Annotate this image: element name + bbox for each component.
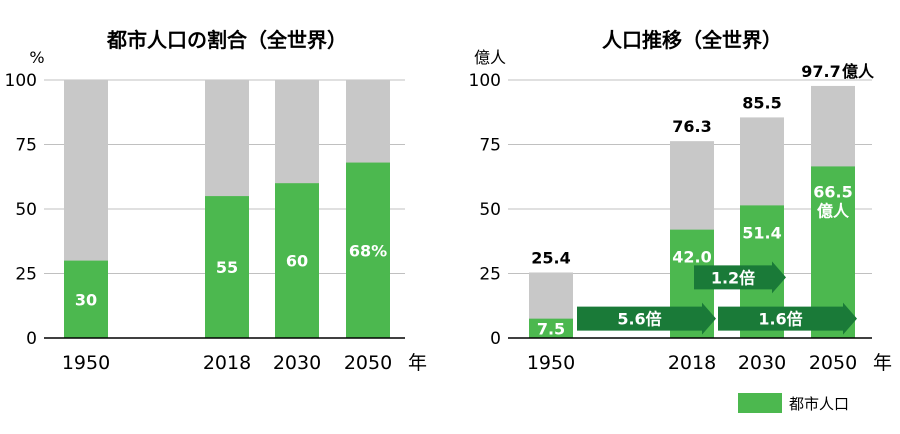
growth-arrow-label: 1.2倍 (711, 268, 755, 287)
y-tick-label: 75 (479, 136, 501, 156)
y-tick-label: 50 (15, 200, 37, 220)
bar-total-unit-label: 億人 (842, 62, 875, 81)
y-tick-label: 25 (15, 265, 37, 285)
x-tick-label: 2018 (668, 352, 716, 374)
x-unit-label: 年 (408, 352, 427, 374)
urban-share-chart: 都市人口の割合（全世界） 0 25 50 75 100% 30 1950 55 2018 60 203… (5, 28, 427, 374)
x-tick-label: 2030 (738, 352, 786, 374)
legend-label-urban: 都市人口 (789, 395, 849, 413)
bar-urban-label: 68% (349, 241, 387, 260)
bar-urban-label: 51.4 (742, 223, 781, 242)
y-tick-label: 25 (479, 265, 501, 285)
legend-swatch-urban (738, 393, 782, 413)
x-tick-label: 2050 (344, 352, 392, 374)
chart-title: 都市人口の割合（全世界） (106, 28, 347, 52)
legend: 都市人口 (738, 393, 849, 413)
growth-arrow (718, 302, 857, 335)
bar-urban (64, 260, 108, 338)
x-unit-label: 年 (873, 352, 892, 374)
y-tick-label: 100 (469, 71, 501, 91)
population-chart: 人口推移（全世界） 0 25 50 75 100 億人 7.5 25.4 1950 42.0 76.3… (469, 28, 892, 374)
y-tick-label: 0 (26, 329, 37, 349)
bar-urban (205, 196, 249, 338)
x-tick-label: 2050 (809, 352, 857, 374)
chart-title: 人口推移（全世界） (602, 28, 782, 52)
y-unit-label: % (29, 48, 44, 67)
bar-total-label: 85.5 (742, 93, 781, 112)
bar-urban (529, 318, 573, 338)
growth-arrow-label: 1.6倍 (758, 310, 802, 329)
bar-urban-label: 66.5 (813, 182, 852, 201)
bar-urban-label: 7.5 (537, 319, 565, 338)
x-tick-label: 1950 (527, 352, 575, 374)
y-unit-label: 億人 (474, 48, 506, 67)
bar-total-label: 76.3 (672, 117, 711, 136)
bar-urban (275, 183, 319, 338)
y-tick-label: 100 (5, 71, 37, 91)
y-tick-label: 0 (490, 329, 501, 349)
y-tick-label: 50 (479, 200, 501, 220)
growth-arrow (577, 302, 716, 335)
bar-urban-unit-label: 億人 (817, 201, 850, 220)
x-tick-label: 2018 (203, 352, 251, 374)
bar-urban-label: 30 (75, 290, 97, 309)
bar-urban-label: 60 (286, 252, 308, 271)
bar-total-label: 25.4 (531, 248, 570, 267)
y-tick-label: 75 (15, 136, 37, 156)
growth-arrow-label: 5.6倍 (617, 310, 661, 329)
bar-urban (346, 162, 390, 338)
bar-total-label: 97.7 (801, 62, 840, 81)
bar-urban-label: 42.0 (672, 248, 711, 267)
x-tick-label: 2030 (273, 352, 321, 374)
x-tick-label: 1950 (62, 352, 110, 374)
bar-urban-label: 55 (216, 258, 238, 277)
growth-arrow (694, 261, 786, 294)
